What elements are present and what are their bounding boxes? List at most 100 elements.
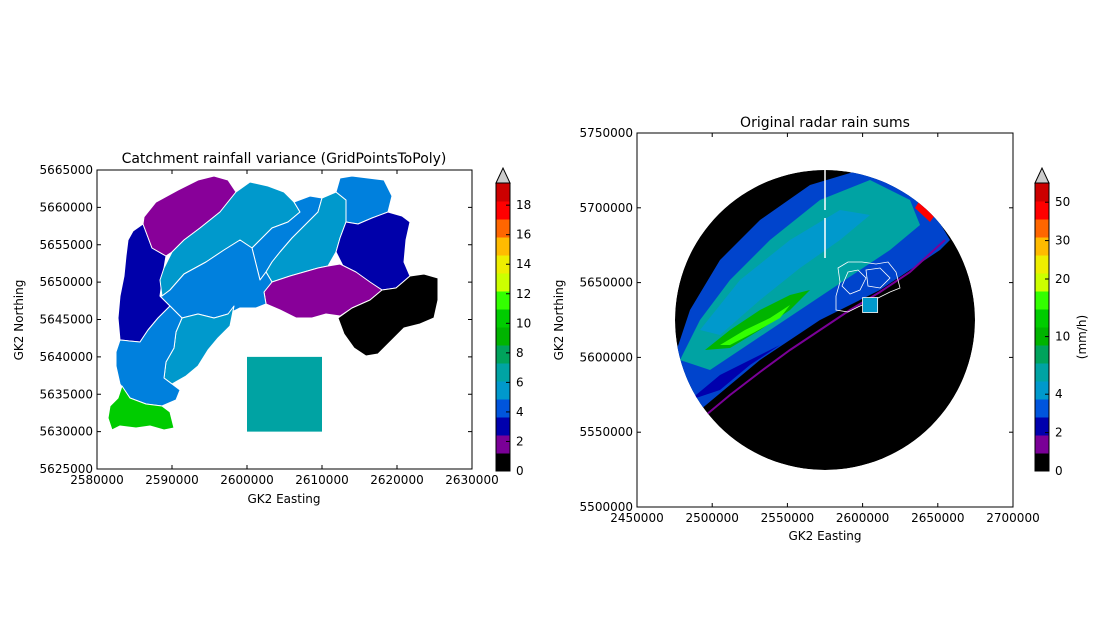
- left-y-axis-label: GK2 Northing: [12, 280, 26, 361]
- colorbar-segment: [496, 219, 510, 238]
- x-tick-label: 2600000: [220, 473, 273, 487]
- colorbar-tick-label: 2: [1055, 426, 1063, 440]
- y-tick-label: 5630000: [40, 425, 93, 439]
- x-tick-label: 2590000: [145, 473, 198, 487]
- y-tick-label: 5750000: [580, 126, 633, 140]
- radar-rain-band-green: [705, 290, 810, 350]
- colorbar-tick-label: 4: [1055, 387, 1063, 401]
- right-x-axis: 2450000 2500000 2550000 2600000 2650000 27000…: [610, 133, 1040, 525]
- colorbar-segment: [1035, 291, 1049, 310]
- y-tick-label: 5655000: [40, 238, 93, 252]
- left-panel: Catchment rainfall variance (GridPointsT…: [12, 151, 531, 506]
- colorbar-segment: [496, 309, 510, 328]
- colorbar-tick-label: 2: [516, 434, 524, 448]
- right-y-axis-label: GK2 Northing: [552, 280, 566, 361]
- radar-catchment-outlines: [835, 261, 901, 313]
- colorbar-segment: [1035, 435, 1049, 454]
- y-tick-label: 5625000: [40, 462, 93, 476]
- radar-rain-band-a: [700, 210, 870, 335]
- x-tick-label: 2550000: [761, 511, 814, 525]
- colorbar-segment: [1035, 399, 1049, 418]
- catchment-polygons: [107, 175, 439, 431]
- colorbar-frame: [495, 182, 511, 472]
- colorbar-tick-label: 12: [516, 287, 531, 301]
- y-tick-label: 5650000: [40, 275, 93, 289]
- radar-rain-field-moderate: [680, 180, 920, 370]
- colorbar-segment: [496, 417, 510, 436]
- colorbar-tick-label: 0: [1055, 464, 1063, 478]
- y-tick-label: 5665000: [40, 163, 93, 177]
- colorbar-segment: [1035, 327, 1049, 346]
- colorbar-segment: [496, 183, 510, 202]
- left-plot-area: [97, 170, 472, 469]
- catchment-east-black[interactable]: [337, 273, 439, 357]
- x-tick-label: 2500000: [685, 511, 738, 525]
- colorbar-tick-label: 20: [1055, 272, 1070, 286]
- right-colorbar: 0 2 4 10 20 30 50: [1034, 166, 1070, 478]
- colorbar-frame: [1034, 182, 1050, 472]
- colorbar-segment: [496, 453, 510, 472]
- colorbar-tick-label: 18: [516, 198, 531, 212]
- x-tick-label: 2700000: [986, 511, 1039, 525]
- radar-catchment-outline-inner: [841, 269, 867, 295]
- colorbar-segment: [1035, 237, 1049, 256]
- colorbar-tick-label: 8: [516, 346, 524, 360]
- colorbar-segment: [1035, 309, 1049, 328]
- colorbar-tick-label: 10: [1055, 330, 1070, 344]
- colorbar-tick-label: 4: [516, 405, 524, 419]
- gridpoint-square[interactable]: [247, 356, 322, 432]
- colorbar-segment: [1035, 219, 1049, 238]
- x-tick-label: 2630000: [445, 473, 498, 487]
- left-x-axis-label: GK2 Easting: [247, 492, 320, 506]
- colorbar-segment: [496, 399, 510, 418]
- left-chart-title: Catchment rainfall variance (GridPointsT…: [122, 151, 447, 167]
- colorbar-segment: [496, 255, 510, 274]
- colorbar-segment: [1035, 183, 1049, 202]
- x-tick-label: 2610000: [295, 473, 348, 487]
- colorbar-tick-label: 0: [516, 464, 524, 478]
- left-y-axis: 5625000 5630000 5635000 5640000 5645000 56500…: [40, 163, 472, 476]
- colorbar-segment: [496, 273, 510, 292]
- colorbar-tick-label: 10: [516, 316, 531, 330]
- colorbar-segment: [1035, 345, 1049, 364]
- colorbar-segment: [496, 381, 510, 400]
- colorbar-segment: [496, 291, 510, 310]
- right-x-axis-label: GK2 Easting: [788, 529, 861, 543]
- colorbar-segment: [496, 201, 510, 220]
- y-tick-label: 5600000: [580, 350, 633, 364]
- radar-red-corner: [915, 200, 935, 222]
- colorbar-tick-label: 16: [516, 228, 531, 242]
- radar-gridpoint-square[interactable]: [862, 297, 879, 313]
- radar-purple-edge: [699, 239, 946, 421]
- colorbar-segment: [1035, 381, 1049, 400]
- y-tick-label: 5660000: [40, 200, 93, 214]
- colorbar-tick-label: 30: [1055, 234, 1070, 248]
- colorbar-segment: [1035, 201, 1049, 220]
- y-tick-label: 5645000: [40, 313, 93, 327]
- right-chart-title: Original radar rain sums: [740, 115, 910, 131]
- y-tick-label: 5700000: [580, 201, 633, 215]
- colorbar-segment: [1035, 363, 1049, 382]
- x-tick-label: 2650000: [911, 511, 964, 525]
- right-colorbar-label: (mm/h): [1075, 315, 1089, 359]
- left-colorbar: 0 2 4 6 8 10 12 14 16 18: [495, 166, 531, 478]
- colorbar-tick-label: 14: [516, 257, 531, 271]
- colorbar-segment: [496, 345, 510, 364]
- catchment-south-green[interactable]: [107, 385, 175, 431]
- right-y-axis: 5500000 5550000 5600000 5650000 5700000 57500…: [580, 126, 1013, 514]
- catchment-far-northeast[interactable]: [335, 175, 393, 225]
- y-tick-label: 5500000: [580, 500, 633, 514]
- y-tick-label: 5650000: [580, 276, 633, 290]
- x-tick-label: 2580000: [70, 473, 123, 487]
- colorbar-segment: [1035, 417, 1049, 436]
- radar-composite[interactable]: [660, 170, 975, 470]
- colorbar-tick-label: 6: [516, 375, 524, 389]
- y-tick-label: 5550000: [580, 425, 633, 439]
- colorbar-segment: [496, 237, 510, 256]
- x-tick-label: 2450000: [610, 511, 663, 525]
- radar-catchment-outline-east: [865, 267, 891, 289]
- colorbar-segment: [496, 363, 510, 382]
- colorbar-extend-arrow: [495, 166, 511, 184]
- colorbar-tick-label: 50: [1055, 195, 1070, 209]
